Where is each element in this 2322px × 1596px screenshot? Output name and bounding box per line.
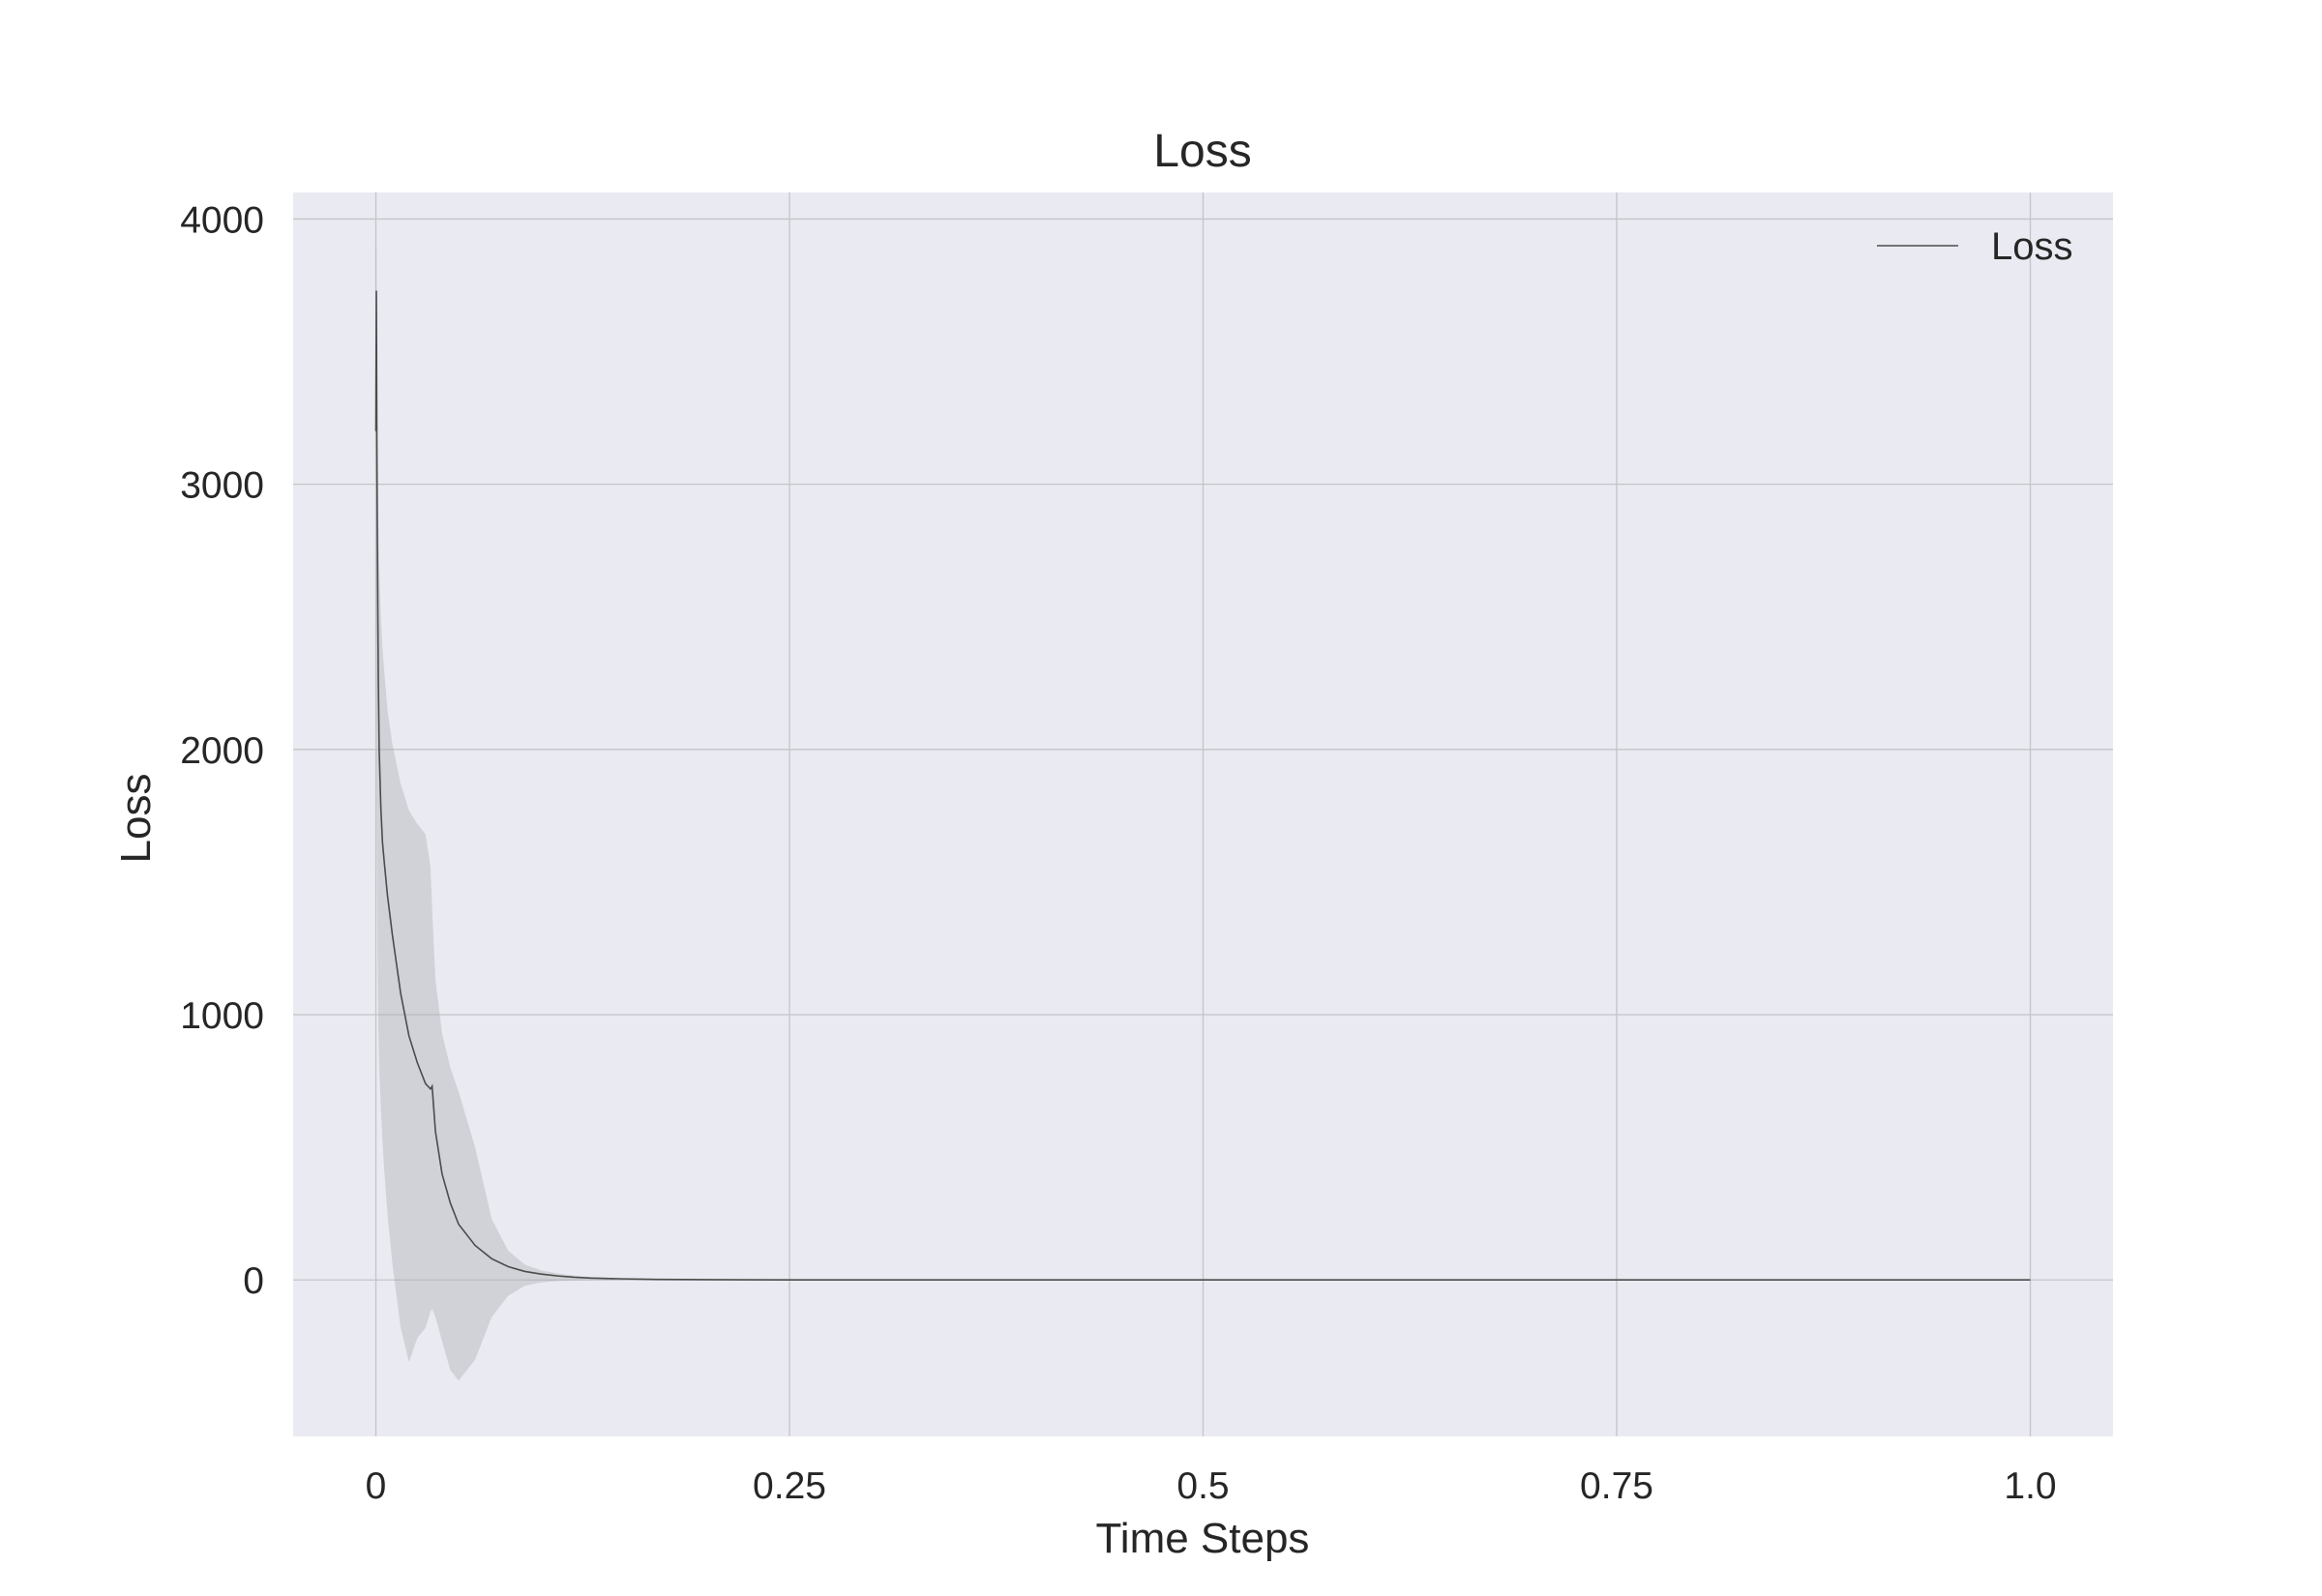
y-tick-label: 2000 [180,730,264,772]
legend: Loss [1877,225,2073,268]
grid [293,192,2113,1436]
x-tick-label: 0.75 [1580,1465,1653,1507]
x-axis-label: Time Steps [1096,1515,1310,1562]
y-axis-ticks: 0 1000 2000 3000 4000 [180,199,264,1302]
x-tick-label: 1.0 [2004,1465,2056,1507]
y-axis-label: Loss [112,774,160,864]
loss-line [374,290,2031,1282]
y-tick-label: 1000 [180,995,264,1037]
y-tick-label: 3000 [180,465,264,507]
chart-title: Loss [1153,126,1251,177]
x-tick-label: 0 [366,1465,387,1507]
x-tick-label: 0.5 [1176,1465,1229,1507]
legend-label: Loss [1991,225,2073,268]
x-tick-label: 0.25 [753,1465,826,1507]
x-axis-ticks: 0 0.25 0.5 0.75 1.0 [366,1465,2057,1507]
y-tick-label: 4000 [180,199,264,241]
y-tick-label: 0 [243,1260,264,1302]
